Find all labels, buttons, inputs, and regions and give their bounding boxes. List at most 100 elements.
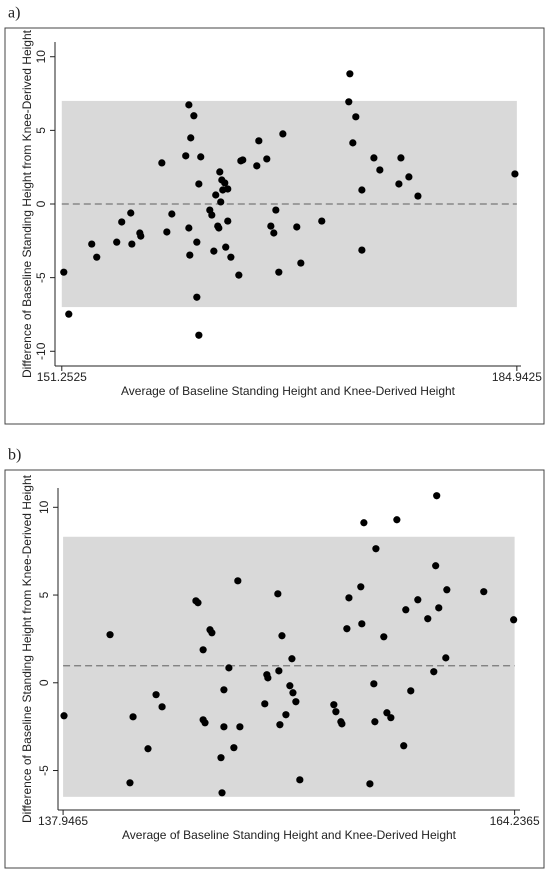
point [264,674,272,682]
point [397,154,405,162]
y-tick-label: -5 [37,765,51,776]
point [349,139,357,147]
y-tick-label: 0 [34,200,48,207]
y-tick-label: -5 [34,272,48,283]
point [127,209,135,217]
point [387,714,395,722]
point [346,70,354,78]
point [235,271,243,279]
point [215,224,223,232]
point [208,211,216,219]
point [221,179,229,187]
point [212,191,220,199]
point [414,596,422,604]
x-tick-label: 151.2525 [37,370,87,384]
point [158,703,166,711]
point [270,229,278,237]
point [338,720,346,728]
point [224,217,232,225]
point [278,632,286,640]
point [227,253,235,261]
point [193,238,201,246]
point [358,246,366,254]
point [370,154,378,162]
point [187,134,195,142]
point [217,198,225,206]
point [279,130,287,138]
point [137,232,145,240]
point [442,654,450,662]
point [261,700,269,708]
x-tick-label: 137.9465 [38,814,88,828]
point [234,577,242,585]
y-tick-label: 5 [34,127,48,134]
point [376,166,384,174]
point [433,492,441,500]
point [60,268,68,276]
point [253,162,261,170]
panel-frame [4,469,545,869]
point [190,112,198,120]
point [293,223,301,231]
point [222,243,230,251]
point [288,655,296,663]
y-tick-label: 10 [37,500,51,514]
point [297,259,305,267]
point [201,719,209,727]
point [286,682,294,690]
point [224,185,232,193]
x-axis-label: Average of Baseline Standing Height and … [122,828,457,842]
point [144,745,152,753]
point [330,701,338,709]
point [195,180,203,188]
point [106,631,114,639]
point [168,210,176,218]
y-tick-label: -10 [34,342,48,360]
y-axis-label: Difference of Baseline Standing Height f… [20,474,34,823]
point [267,222,275,230]
point [60,712,68,720]
point [274,590,282,598]
point [217,754,225,762]
point [65,310,73,318]
point [129,713,137,721]
point [220,723,228,731]
point [383,709,391,717]
point [118,218,126,226]
point [358,620,366,628]
panel-label: b) [8,447,21,464]
point [216,168,224,176]
x-axis-label: Average of Baseline Standing Height and … [121,384,456,398]
agreement-band [63,536,515,797]
x-tick-label: 184.9425 [492,370,542,384]
point [371,718,379,726]
point [230,744,238,752]
point [239,156,247,164]
point [480,588,488,596]
point [318,217,326,225]
point [275,268,283,276]
point [332,708,340,716]
point [182,152,190,160]
point [358,186,366,194]
point [218,789,226,797]
point [263,155,271,163]
point [407,687,415,695]
point [424,615,432,623]
point [400,742,408,750]
y-tick-label: 0 [37,679,51,686]
point [511,170,519,178]
point [370,680,378,688]
point [282,711,290,719]
point [510,616,518,624]
point [430,668,438,676]
y-tick-label: 10 [34,50,48,64]
point [272,206,280,214]
x-tick-label: 164.2365 [490,814,540,828]
point [275,667,283,675]
point [195,331,203,339]
point [357,583,365,591]
point [199,646,207,654]
point [186,251,194,259]
